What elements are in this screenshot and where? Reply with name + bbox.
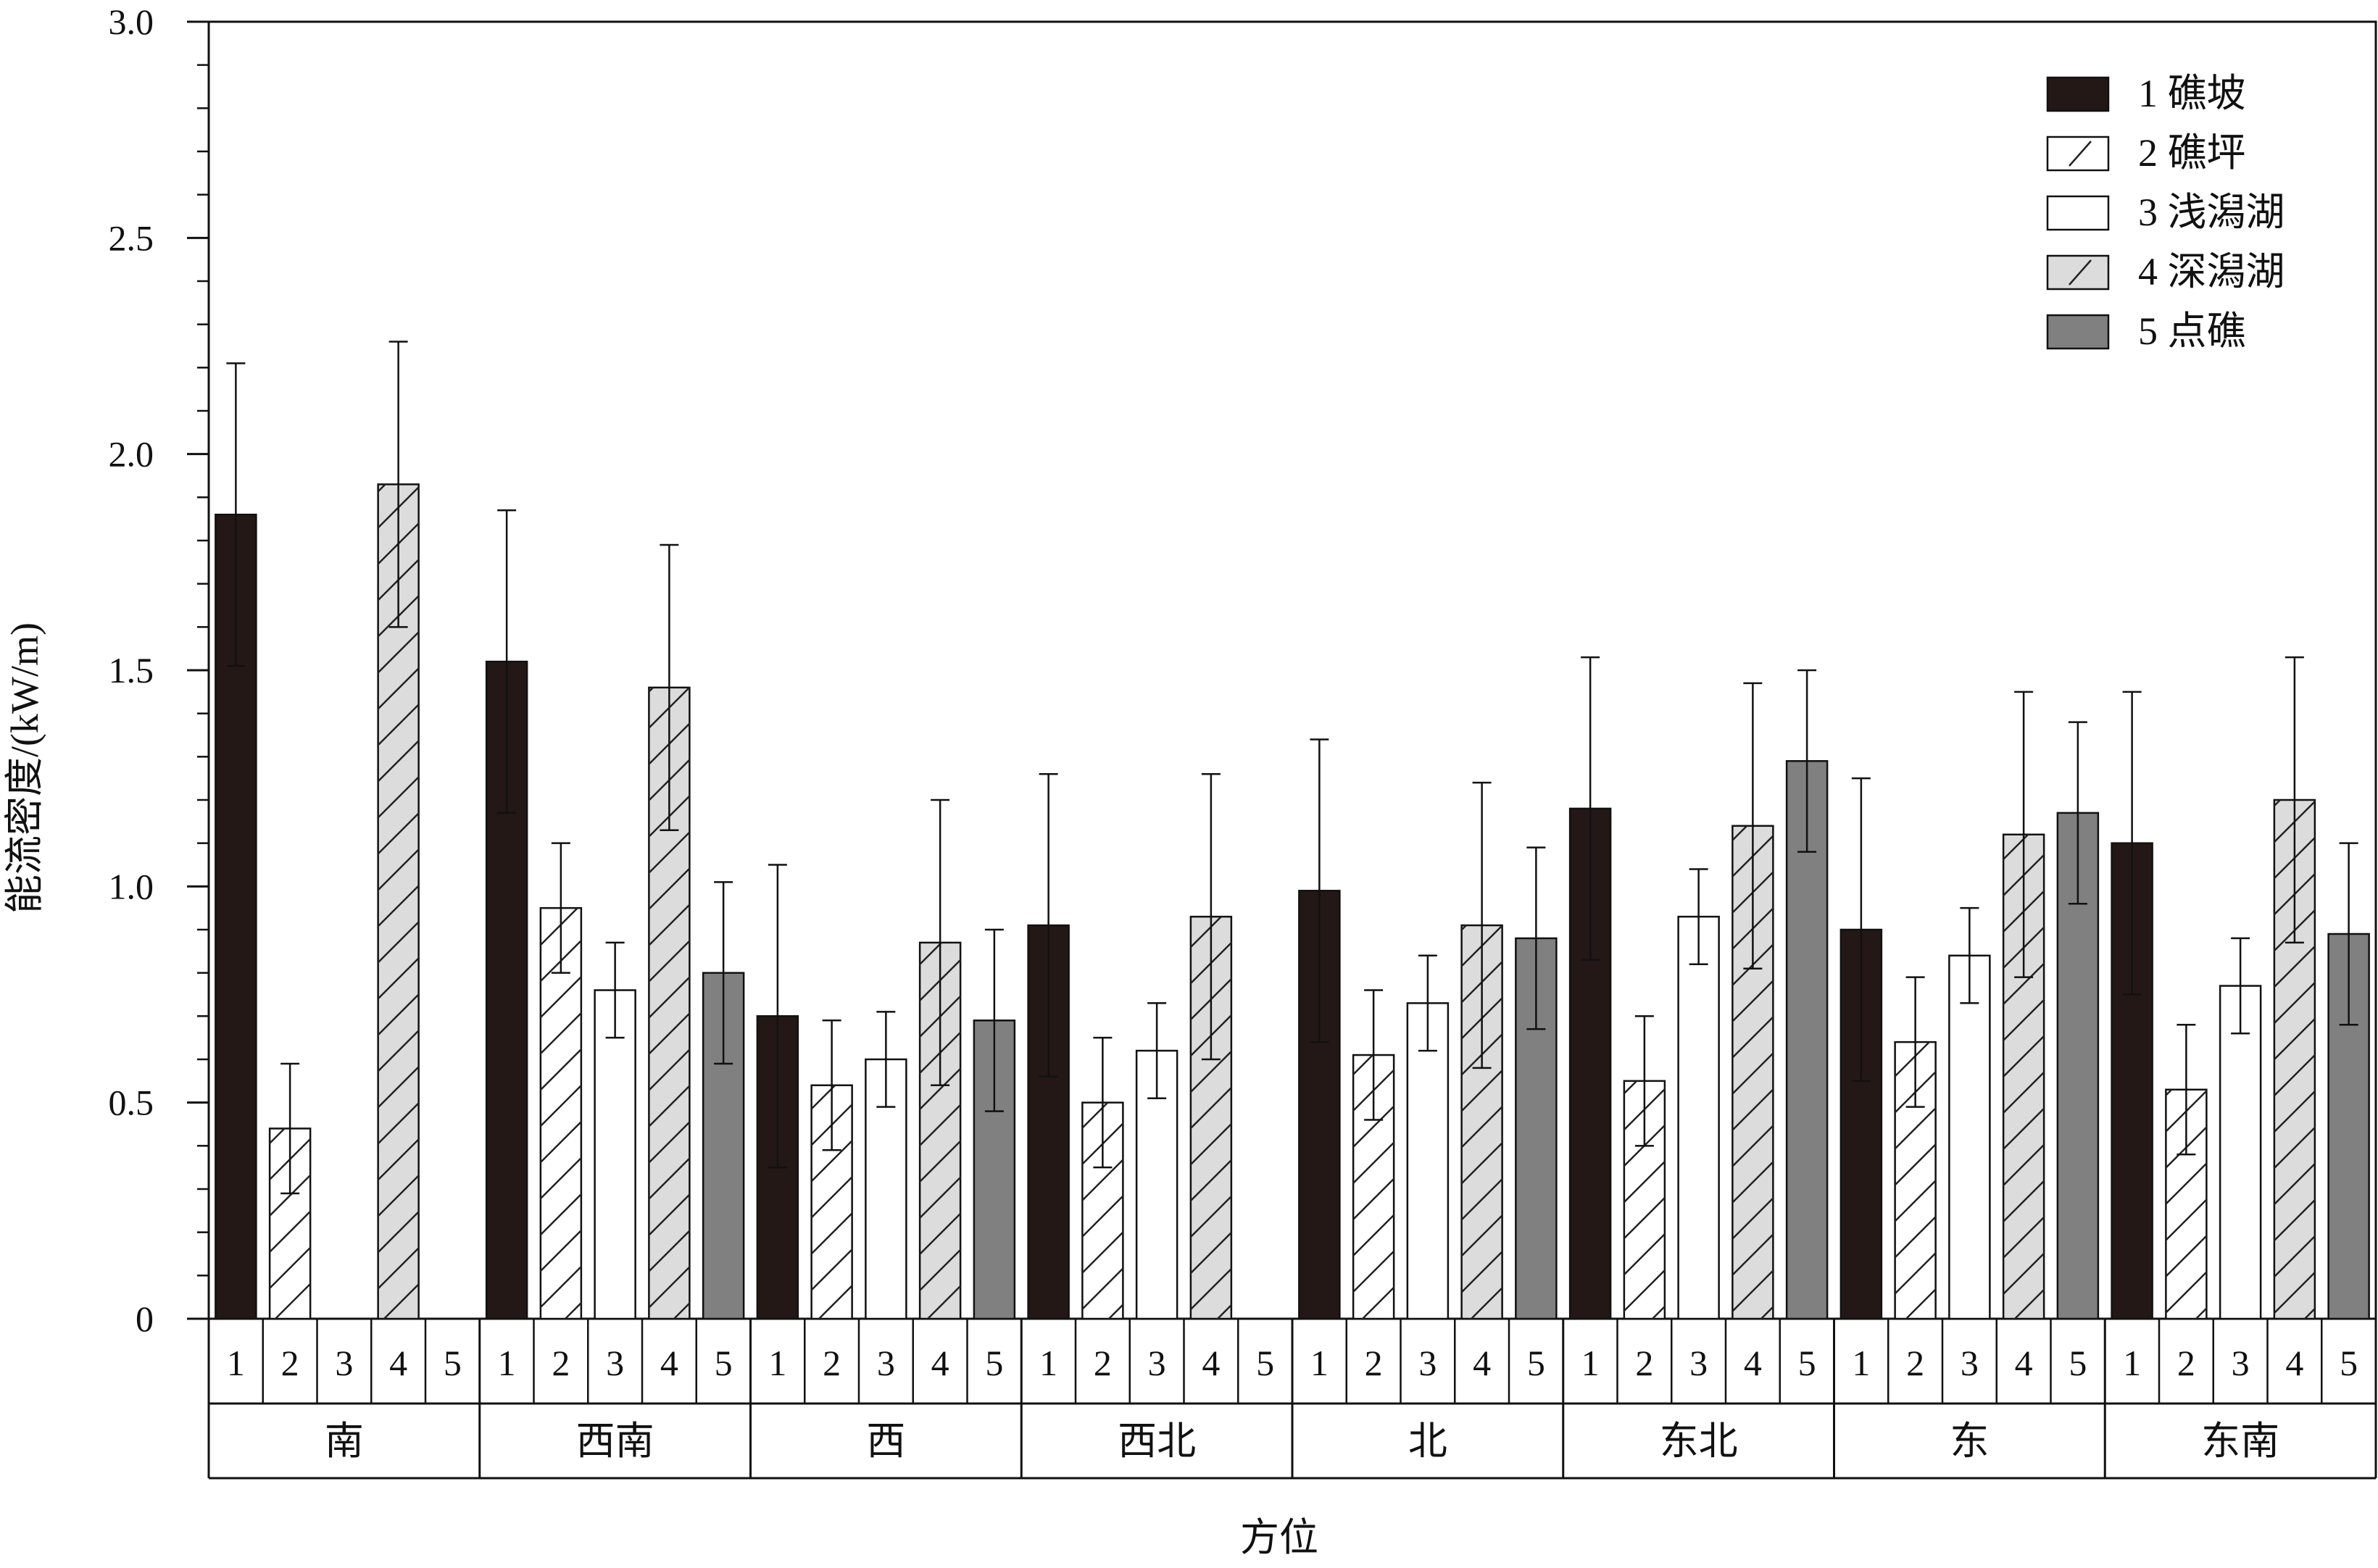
- bar-index-label: 4: [2285, 1343, 2303, 1383]
- bar-index-label: 3: [606, 1343, 624, 1383]
- category-label: 东南: [2201, 1419, 2279, 1463]
- legend-label: 3 浅潟湖: [2138, 191, 2285, 234]
- legend-label: 5 点礁: [2138, 309, 2246, 353]
- bar: [2219, 985, 2262, 1320]
- y-tick-label: 1.0: [109, 866, 154, 906]
- bar-index-label: 5: [444, 1343, 462, 1383]
- x-axis-title: 方位: [1240, 1516, 1318, 1559]
- bar-index-label: 1: [498, 1343, 516, 1383]
- bar-index-label: 4: [660, 1343, 678, 1383]
- y-tick-label: 2.0: [109, 434, 154, 475]
- legend-swatch: [2046, 314, 2110, 350]
- legend-label: 2 礁坪: [2138, 131, 2246, 175]
- bar-index-label: 2: [2177, 1343, 2195, 1383]
- legend-swatch: [2046, 195, 2110, 231]
- bar-index-label: 5: [1798, 1343, 1816, 1383]
- bar-index-label: 1: [1310, 1343, 1329, 1383]
- bar-index-label: 4: [1473, 1343, 1491, 1383]
- y-tick-label: 2.5: [109, 217, 154, 258]
- bar-index-label: 5: [2069, 1343, 2087, 1383]
- bar-index-label: 5: [1256, 1343, 1274, 1383]
- bar-index-label: 1: [1852, 1343, 1870, 1383]
- y-axis: 0 0.5 1.0 1.5 2.0 2.5 3.0: [109, 1, 209, 1339]
- bar-index-label: 5: [985, 1343, 1003, 1383]
- bar-index-label: 1: [227, 1343, 245, 1383]
- bar-index-label: 4: [1744, 1343, 1762, 1383]
- y-tick-label: 0.5: [109, 1083, 154, 1123]
- category-label: 西北: [1118, 1419, 1196, 1463]
- bar-index-label: 2: [552, 1343, 570, 1383]
- bar-index-label: 4: [389, 1343, 407, 1383]
- bar-index-label: 1: [1039, 1343, 1057, 1383]
- bar: [1785, 760, 1829, 1320]
- bar-index-label: 1: [1581, 1343, 1600, 1383]
- bar-index-label: 3: [877, 1343, 895, 1383]
- legend-label: 1 礁坡: [2138, 72, 2246, 115]
- bar-index-label: 2: [1906, 1343, 1924, 1383]
- legend-swatch-hatch: [2069, 141, 2092, 167]
- bar-index-label: 5: [1527, 1343, 1545, 1383]
- bar-index-label: 4: [1202, 1343, 1220, 1383]
- bar-index-label: 2: [281, 1343, 299, 1383]
- y-tick-label: 1.5: [109, 650, 154, 691]
- category-label: 东北: [1660, 1419, 1738, 1463]
- legend-label: 4 深潟湖: [2138, 250, 2285, 293]
- bar-index-label: 3: [1961, 1343, 1979, 1383]
- category-label: 西: [866, 1419, 905, 1463]
- category-label: 西南: [576, 1419, 654, 1463]
- legend: 1 礁坡 2 礁坪 3 浅潟湖 4 深潟湖 5 点礁: [2046, 72, 2285, 353]
- bar-index-label: 5: [715, 1343, 733, 1383]
- bar-index-label: 4: [931, 1343, 949, 1383]
- bar-index-label: 3: [1689, 1343, 1708, 1383]
- legend-swatch: [2046, 254, 2110, 291]
- bar-index-label: 2: [823, 1343, 841, 1383]
- category-label: 北: [1408, 1419, 1447, 1463]
- y-tick-label: 3.0: [109, 1, 154, 42]
- bar-index-label: 4: [2015, 1343, 2033, 1383]
- bars-layer: [215, 341, 2370, 1320]
- y-tick-label: 0: [136, 1298, 154, 1339]
- bar-index-label: 3: [1418, 1343, 1437, 1383]
- bar-index-label: 5: [2340, 1343, 2358, 1383]
- bar: [1677, 915, 1720, 1320]
- legend-swatch-hatch: [2069, 259, 2092, 285]
- legend-swatch: [2046, 76, 2110, 112]
- bar-index-label: 2: [1365, 1343, 1383, 1383]
- bar-index-label: 3: [335, 1343, 353, 1383]
- bar: [1948, 954, 1991, 1320]
- bar-index-label: 3: [1148, 1343, 1166, 1383]
- bar-index-label: 3: [2232, 1343, 2250, 1383]
- bar-index-label: 2: [1635, 1343, 1653, 1383]
- bar-index-label: 1: [2123, 1343, 2141, 1383]
- bar: [1135, 1049, 1178, 1320]
- bar: [594, 989, 636, 1320]
- bar-hatch: [540, 908, 581, 1319]
- bar-index-label: 2: [1094, 1343, 1112, 1383]
- legend-swatch: [2046, 135, 2110, 172]
- category-label: 东: [1950, 1419, 1989, 1463]
- category-label: 南: [325, 1419, 364, 1463]
- bar-index-label: 1: [768, 1343, 786, 1383]
- y-axis-title: 能流密度/(kW/m): [3, 622, 46, 914]
